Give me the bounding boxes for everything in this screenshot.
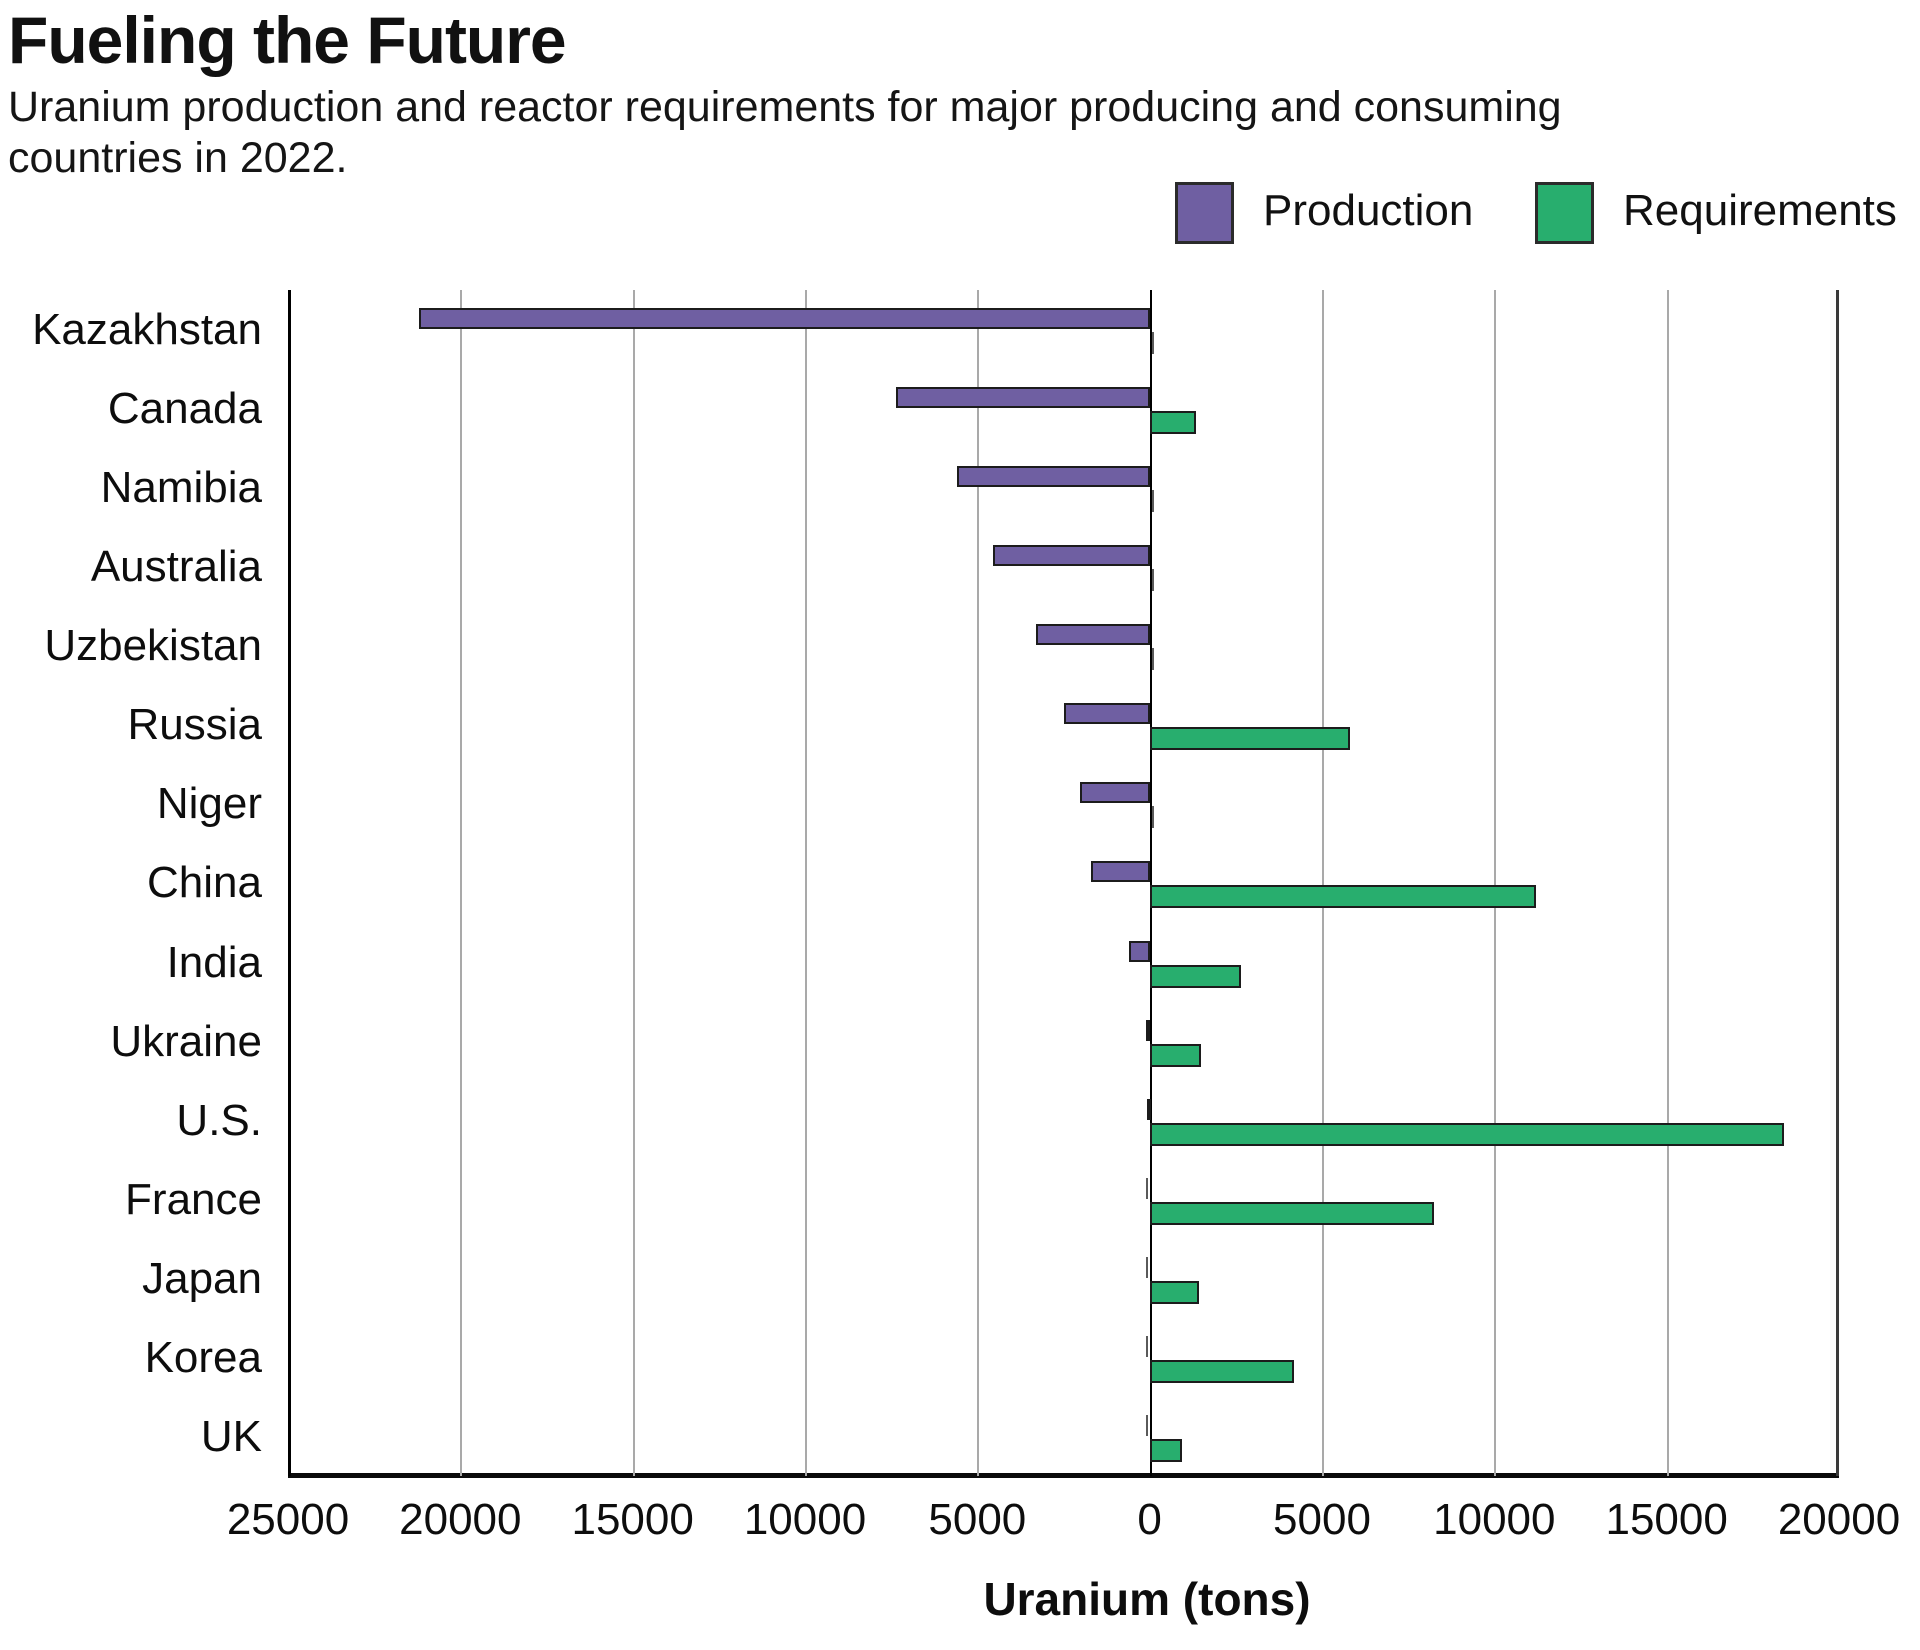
category-label-australia: Australia	[90, 542, 262, 592]
category-label-uk: UK	[200, 1411, 262, 1461]
gridline	[977, 290, 980, 1476]
gridline	[1494, 290, 1497, 1476]
plot-area	[288, 290, 1839, 1478]
category-label-kazakhstan: Kazakhstan	[32, 305, 262, 354]
requirements-bar-kazakhstan	[1151, 332, 1154, 354]
x-tick-label: 0	[1137, 1495, 1162, 1544]
gridline	[805, 290, 807, 1476]
requirements-bar-uk	[1149, 1438, 1183, 1462]
x-tick-label: 15000	[571, 1495, 694, 1544]
legend-production-swatch	[1175, 182, 1234, 244]
gridline	[288, 290, 291, 1476]
requirements-bar-namibia	[1151, 490, 1154, 513]
category-label-us: U.S.	[176, 1095, 262, 1145]
production-bar-korea	[1145, 1335, 1148, 1357]
requirements-bar-india	[1149, 964, 1241, 988]
production-bar-uzbekistan	[1035, 624, 1150, 646]
x-axis-title: Uranium (tons)	[983, 1573, 1311, 1625]
category-label-uzbekistan: Uzbekistan	[44, 621, 262, 671]
category-label-russia: Russia	[127, 700, 263, 750]
requirements-bar-canada	[1149, 411, 1197, 435]
production-bar-ukraine	[1146, 1019, 1151, 1041]
gridline	[1666, 290, 1669, 1476]
requirements-bar-uzbekistan	[1151, 648, 1154, 671]
category-label-niger: Niger	[156, 779, 262, 829]
x-tick-label: 15000	[1605, 1495, 1728, 1544]
legend-requirements-swatch	[1535, 182, 1594, 244]
x-tick-label: 5000	[928, 1495, 1027, 1544]
legend-requirements-label: Requirements	[1623, 186, 1897, 235]
x-tick-label: 10000	[743, 1495, 867, 1544]
category-label-korea: Korea	[144, 1332, 262, 1382]
production-bar-russia	[1063, 703, 1150, 725]
legend-production-label: Production	[1263, 186, 1474, 235]
production-bar-japan	[1145, 1256, 1148, 1278]
category-label-japan: Japan	[142, 1253, 262, 1303]
x-axis-baseline	[288, 1473, 1839, 1478]
x-tick-label: 20000	[399, 1495, 522, 1544]
production-bar-france	[1145, 1177, 1148, 1199]
category-label-france: France	[125, 1174, 262, 1224]
requirements-bar-ukraine	[1149, 1043, 1201, 1067]
requirements-bar-korea	[1149, 1359, 1295, 1383]
chart-title: Fueling the Future	[8, 3, 567, 77]
production-bar-canada	[896, 387, 1150, 409]
requirements-bar-russia	[1149, 727, 1350, 751]
production-bar-india	[1128, 940, 1150, 962]
requirements-bar-niger	[1151, 806, 1154, 829]
production-bar-uk	[1145, 1414, 1148, 1436]
gridline	[632, 290, 635, 1476]
zero-axis-line	[1149, 290, 1152, 1476]
requirements-bar-china	[1149, 885, 1536, 909]
production-bar-china	[1091, 861, 1150, 883]
production-bar-australia	[992, 545, 1150, 567]
category-label-china: China	[147, 858, 262, 908]
requirements-bar-japan	[1149, 1280, 1199, 1304]
requirements-bar-france	[1149, 1201, 1434, 1225]
category-label-namibia: Namibia	[100, 463, 262, 513]
gridline	[460, 290, 463, 1476]
production-bar-kazakhstan	[418, 308, 1150, 329]
production-bar-namibia	[956, 466, 1150, 488]
x-tick-label: 20000	[1777, 1495, 1901, 1544]
gridline	[1836, 290, 1839, 1476]
requirements-bar-us	[1149, 1122, 1784, 1146]
production-bar-niger	[1080, 782, 1150, 804]
chart-subtitle: Uranium production and reactor requireme…	[8, 83, 1562, 182]
x-tick-label: 5000	[1273, 1495, 1371, 1544]
x-tick-label: 10000	[1433, 1495, 1556, 1544]
category-label-india: India	[166, 937, 262, 987]
production-bar-us	[1147, 1098, 1152, 1120]
gridline	[1322, 290, 1324, 1476]
x-tick-label: 25000	[226, 1495, 350, 1544]
requirements-bar-australia	[1151, 569, 1154, 592]
category-label-ukraine: Ukraine	[110, 1016, 262, 1066]
category-label-canada: Canada	[107, 384, 262, 434]
